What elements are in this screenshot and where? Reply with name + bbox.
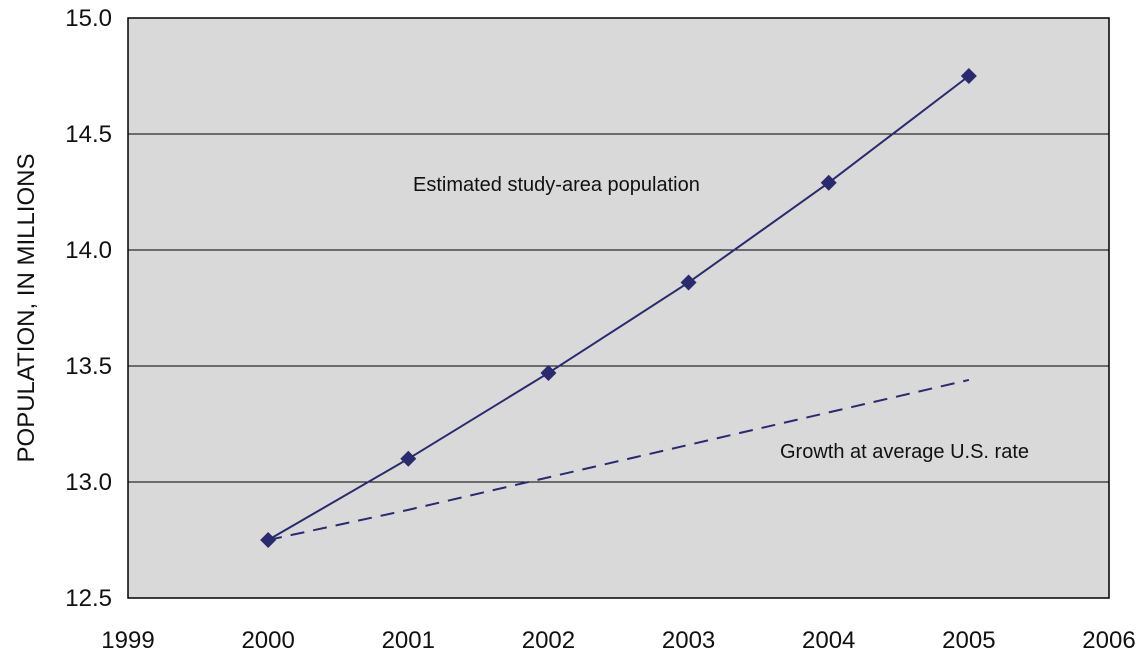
series-line-1 bbox=[267, 378, 970, 541]
x-tick-label: 2003 bbox=[662, 627, 715, 654]
plot-area bbox=[128, 18, 1109, 598]
y-tick-label: 13.5 bbox=[65, 353, 112, 380]
data-point-marker bbox=[680, 274, 697, 291]
data-point-marker bbox=[820, 174, 837, 191]
x-tick-labels: 1999 2000 2001 2002 2003 2004 2005 2006 bbox=[101, 627, 1135, 654]
data-series bbox=[260, 68, 977, 548]
plot-border bbox=[127, 17, 1110, 599]
data-point-marker bbox=[400, 450, 417, 467]
grid-lines bbox=[128, 133, 1109, 483]
data-point-marker bbox=[540, 364, 557, 381]
y-tick-label: 15.0 bbox=[65, 5, 112, 32]
series-label-us-rate: Growth at average U.S. rate bbox=[780, 441, 1029, 463]
y-tick-label: 14.0 bbox=[65, 237, 112, 264]
y-tick-label: 12.5 bbox=[65, 585, 112, 612]
data-point-marker bbox=[960, 68, 977, 84]
y-tick-label: 13.0 bbox=[65, 469, 112, 496]
y-axis-label: POPULATION, IN MILLIONS bbox=[13, 154, 40, 463]
x-tick-label: 2004 bbox=[802, 627, 855, 654]
x-tick-label: 2000 bbox=[241, 627, 294, 654]
y-tick-label: 14.5 bbox=[65, 121, 112, 148]
x-tick-label: 2002 bbox=[522, 627, 575, 654]
series-line-0 bbox=[267, 75, 970, 541]
x-tick-label: 2001 bbox=[382, 627, 435, 654]
x-tick-label: 1999 bbox=[101, 627, 154, 654]
series-label-estimated: Estimated study-area population bbox=[413, 174, 700, 196]
y-tick-labels: 12.5 13.0 13.5 14.0 14.5 15.0 bbox=[65, 5, 112, 612]
x-tick-label: 2006 bbox=[1082, 627, 1135, 654]
x-tick-label: 2005 bbox=[942, 627, 995, 654]
